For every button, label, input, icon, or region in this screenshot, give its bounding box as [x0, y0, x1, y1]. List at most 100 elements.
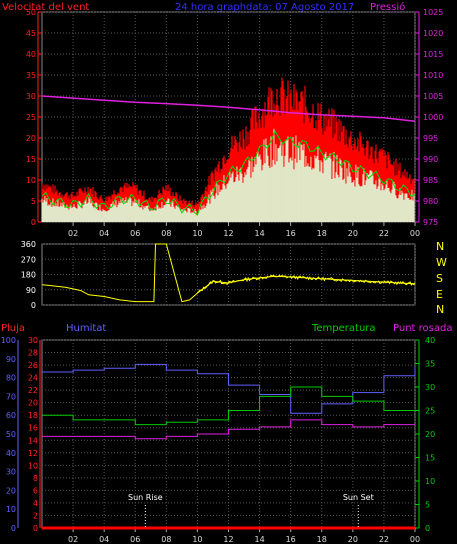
x-tick-label: 04	[99, 229, 109, 238]
compass-n-bottom: N	[436, 303, 444, 316]
y-tick-label: 45	[26, 29, 36, 38]
rain-tick-label: 30	[28, 336, 38, 345]
chart-title: 24 hora graphdata: 07 Agosto 2017	[175, 2, 354, 13]
y-tick-label: 5	[31, 197, 36, 206]
x-tick-label: 10	[192, 535, 202, 544]
pressure-line	[41, 95, 416, 122]
temp-tick-label: 5	[425, 501, 430, 510]
compass-w: W	[436, 256, 447, 269]
legend-dewpoint: Punt rosada	[393, 323, 452, 334]
humidity-tick-label: 10	[6, 505, 16, 514]
temp-tick-label: 40	[425, 336, 435, 345]
rain-tick-label: 10	[28, 461, 38, 470]
y2-tick-label: 1000	[423, 113, 443, 122]
y2-tick-label: 1010	[423, 71, 443, 80]
y-tick-label: 90	[26, 286, 36, 295]
wind-pressure-chart: 0510152025303540455097598098599099510001…	[26, 8, 444, 238]
y-tick-label: 25	[26, 113, 36, 122]
sunset-label: Sun Set	[343, 493, 374, 502]
y-tick-label: 360	[21, 240, 36, 249]
x-tick-label: 00	[410, 535, 420, 544]
temp-tick-label: 0	[425, 524, 430, 533]
humidity-tick-label: 20	[6, 486, 16, 495]
wind-direction-line	[41, 243, 416, 303]
y2-tick-label: 1020	[423, 29, 443, 38]
rain-tick-label: 4	[33, 499, 38, 508]
x-tick-label: 12	[223, 229, 233, 238]
y2-tick-label: 975	[423, 218, 438, 227]
humidity-tick-label: 90	[6, 355, 16, 364]
humidity-tick-label: 0	[11, 524, 16, 533]
dewpoint-line	[42, 419, 415, 440]
x-tick-label: 06	[130, 229, 140, 238]
wind-direction-chart: 0 90 180 270 360	[21, 240, 416, 310]
y2-tick-label: 985	[423, 176, 438, 185]
rain-tick-label: 22	[28, 386, 38, 395]
humidity-temperature-chart: 0246810121416182022242628300102030405060…	[1, 336, 435, 544]
temp-tick-label: 15	[425, 454, 435, 463]
x-tick-label: 20	[348, 229, 358, 238]
x-tick-label: 16	[286, 229, 296, 238]
y-tick-label: 180	[21, 271, 36, 280]
humidity-tick-label: 100	[1, 336, 16, 345]
x-tick-label: 08	[161, 229, 171, 238]
temp-tick-label: 30	[425, 383, 435, 392]
temperature-line	[42, 386, 415, 426]
wind-direction-noise	[197, 274, 416, 293]
y-tick-label: 10	[26, 176, 36, 185]
x-tick-label: 18	[317, 535, 327, 544]
rain-tick-label: 26	[28, 361, 38, 370]
wind-axis-title: Velocitat del vent	[2, 2, 89, 13]
y-tick-label: 30	[26, 92, 36, 101]
y2-tick-label: 1015	[423, 50, 443, 59]
y2-tick-label: 995	[423, 134, 438, 143]
rain-tick-label: 28	[28, 349, 38, 358]
compass-s: S	[436, 272, 443, 285]
pressure-axis-title: Pressió	[370, 1, 405, 13]
y-tick-label: 20	[26, 134, 36, 143]
humidity-line	[42, 363, 416, 414]
x-tick-label: 10	[192, 229, 202, 238]
compass-e: E	[436, 288, 443, 301]
rain-tick-label: 24	[28, 374, 38, 383]
x-tick-label: 22	[379, 535, 389, 544]
y2-tick-label: 990	[423, 155, 438, 164]
temp-tick-label: 35	[425, 360, 435, 369]
sunrise-label: Sun Rise	[128, 493, 163, 502]
rain-tick-label: 2	[33, 511, 38, 520]
rain-tick-label: 0	[33, 524, 38, 533]
y-tick-label: 40	[26, 50, 36, 59]
x-tick-label: 18	[317, 229, 327, 238]
rain-tick-label: 14	[28, 436, 38, 445]
temp-tick-label: 10	[425, 477, 435, 486]
x-tick-label: 22	[379, 229, 389, 238]
x-tick-label: 00	[410, 229, 420, 238]
humidity-tick-label: 30	[6, 468, 16, 477]
x-tick-label: 14	[254, 535, 264, 544]
rain-tick-label: 8	[33, 474, 38, 483]
x-tick-label: 16	[286, 535, 296, 544]
rain-tick-label: 6	[33, 486, 38, 495]
legend-humidity: Humitat	[66, 323, 106, 334]
y2-tick-label: 1005	[423, 92, 443, 101]
humidity-tick-label: 80	[6, 374, 16, 383]
x-tick-label: 14	[254, 229, 264, 238]
y-tick-label: 15	[26, 155, 36, 164]
temp-tick-label: 25	[425, 407, 435, 416]
y2-tick-label: 1025	[423, 8, 443, 17]
humidity-tick-label: 70	[6, 392, 16, 401]
rain-tick-label: 18	[28, 411, 38, 420]
y-tick-label: 0	[31, 301, 36, 310]
temp-tick-label: 20	[425, 430, 435, 439]
wind-average-line	[41, 130, 416, 217]
y-tick-label: 270	[21, 255, 36, 264]
rain-tick-label: 20	[28, 399, 38, 408]
humidity-tick-label: 50	[6, 430, 16, 439]
y-tick-label: 35	[26, 71, 36, 80]
y-tick-label: 0	[31, 218, 36, 227]
humidity-tick-label: 40	[6, 449, 16, 458]
legend-rain: Pluja	[1, 323, 25, 334]
x-tick-label: 06	[130, 535, 140, 544]
